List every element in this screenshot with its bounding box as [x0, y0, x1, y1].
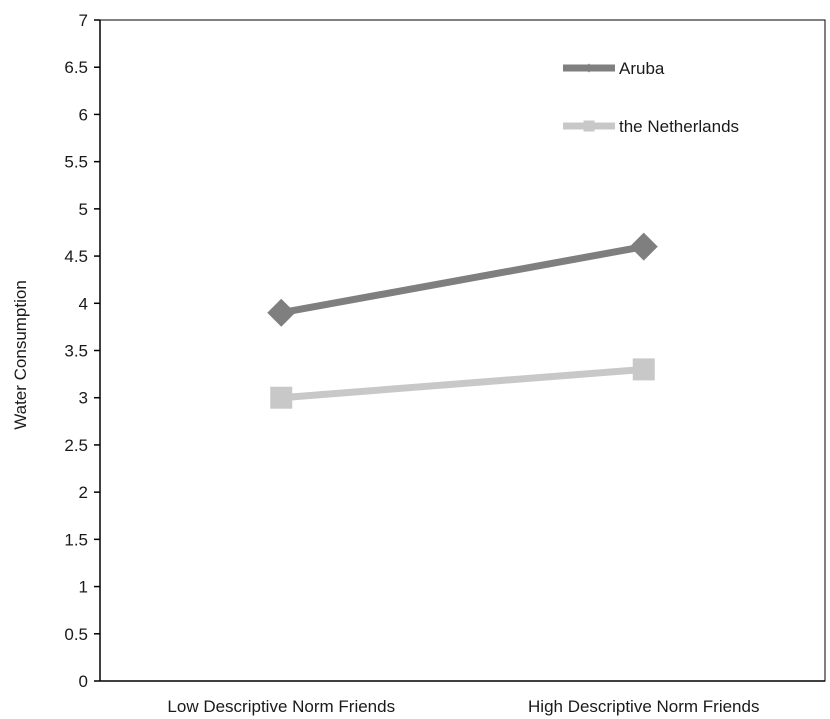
y-tick-label: 2 — [79, 483, 88, 502]
y-tick-label: 3 — [79, 389, 88, 408]
data-point-marker — [632, 358, 655, 381]
y-axis-title: Water Consumption — [11, 280, 30, 430]
y-tick-label: 4.5 — [64, 247, 88, 266]
y-tick-label: 7 — [79, 11, 88, 30]
legend-swatch-marker — [584, 63, 594, 73]
legend-label: the Netherlands — [619, 117, 739, 136]
data-point-marker — [267, 298, 296, 327]
y-tick-label: 5 — [79, 200, 88, 219]
x-category-label: Low Descriptive Norm Friends — [167, 697, 395, 716]
y-tick-label: 0 — [79, 672, 88, 691]
legend-label: Aruba — [619, 59, 665, 78]
y-tick-label: 1 — [79, 578, 88, 597]
data-point-marker — [270, 386, 293, 409]
x-axis-categories: Low Descriptive Norm Friends High Descrip… — [167, 697, 759, 716]
y-tick-label: 5.5 — [64, 153, 88, 172]
legend: Aruba the Netherlands — [563, 59, 739, 136]
series-line — [280, 365, 645, 402]
series-1 — [270, 358, 655, 409]
x-category-label: High Descriptive Norm Friends — [528, 697, 759, 716]
y-tick-label: 6 — [79, 105, 88, 124]
y-tick-label: 1.5 — [64, 530, 88, 549]
legend-swatch-marker — [583, 120, 595, 132]
y-tick-label: 2.5 — [64, 436, 88, 455]
data-point-marker — [629, 232, 658, 261]
y-tick-label: 3.5 — [64, 342, 88, 361]
y-tick-label: 6.5 — [64, 58, 88, 77]
series-layer — [267, 232, 658, 409]
y-tick-label: 0.5 — [64, 625, 88, 644]
series-0 — [267, 232, 658, 327]
y-axis-ticks: 0 0.5 1 1.5 2 2.5 3 3.5 4 4.5 5 5.5 6 6.5 7 — [64, 11, 100, 691]
plot-area — [99, 19, 826, 682]
y-tick-label: 4 — [79, 294, 88, 313]
series-line — [280, 243, 645, 317]
